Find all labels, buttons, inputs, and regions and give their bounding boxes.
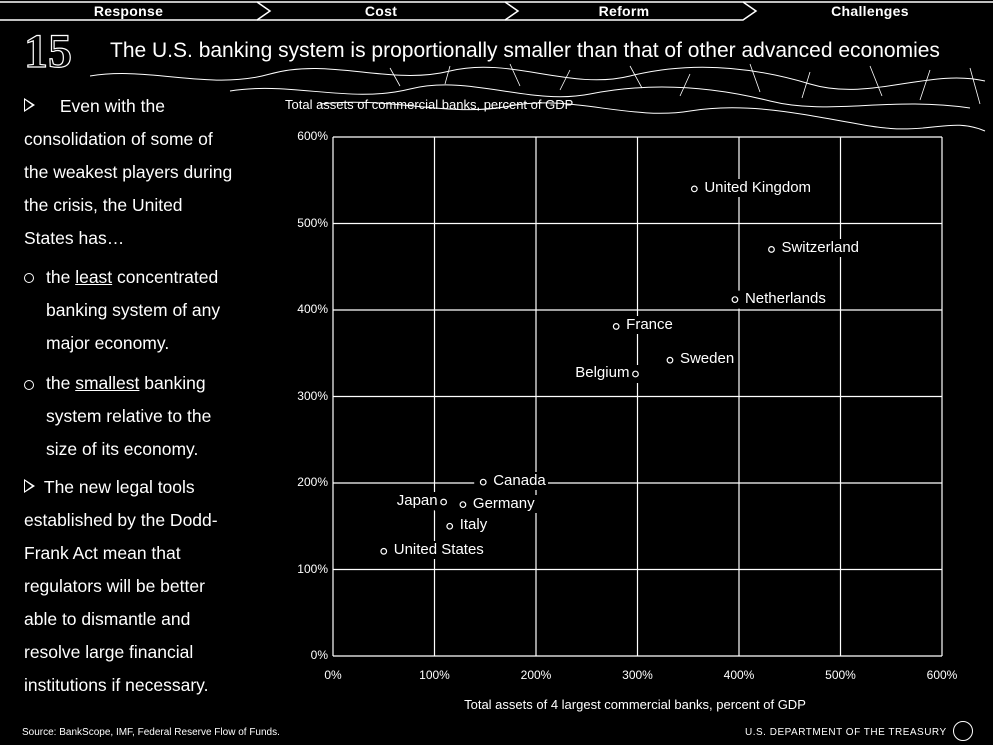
tab-reform[interactable]: Reform <box>598 3 650 19</box>
intro-text-5: States has… <box>24 228 125 248</box>
x-tick-label: 600% <box>926 668 958 682</box>
data-point <box>446 522 454 530</box>
data-point <box>632 370 639 378</box>
x-tick-label: 300% <box>622 668 653 682</box>
y-tick-label: 500% <box>297 215 328 230</box>
data-point <box>731 296 739 304</box>
bullet-smallest-2: system relative to the <box>46 406 212 426</box>
para2-line-2: established by the Dodd- <box>24 510 218 530</box>
y-tick-label: 100% <box>297 561 328 576</box>
para2-line-6: resolve large financial <box>24 642 194 662</box>
y-tick-label: 400% <box>297 302 328 316</box>
data-point <box>440 498 448 506</box>
point-label: France <box>624 316 675 335</box>
circle-bullet-icon <box>24 380 34 390</box>
bullet-smallest: the smallest banking <box>46 373 206 393</box>
slide-number: 15 <box>23 25 72 78</box>
y-tick-label: 300% <box>297 388 328 403</box>
bullet-least: the least concentrated <box>46 267 219 287</box>
point-label: Italy <box>457 516 490 535</box>
y-tick-label: 600% <box>297 129 328 143</box>
data-point <box>380 547 388 555</box>
chart-title: Total assets of commercial banks, percen… <box>285 97 574 112</box>
top-navigation: Response Cost Reform Challenges <box>0 0 993 22</box>
circle-bullet-icon <box>24 273 34 283</box>
para2-line-7: institutions if necessary. <box>24 675 209 695</box>
x-tick-label: 100% <box>419 668 450 682</box>
triangle-bullet-icon <box>24 479 35 493</box>
y-tick-label: 200% <box>297 475 328 489</box>
point-label: United Kingdom <box>702 178 814 197</box>
point-label: Japan <box>394 492 440 511</box>
x-tick-label: 400% <box>723 668 755 682</box>
para2-line-4: regulators will be better <box>24 576 205 596</box>
x-tick-label: 0% <box>324 668 342 682</box>
triangle-bullet-icon <box>24 98 35 112</box>
x-tick-label: 500% <box>825 668 856 682</box>
para2-line-1: The new legal tools <box>24 471 195 504</box>
intro-text-3: the weakest players during <box>24 162 233 182</box>
page-title: The U.S. banking system is proportionall… <box>110 39 940 62</box>
tab-response[interactable]: Response <box>93 3 164 19</box>
point-label: Sweden <box>677 350 737 369</box>
data-point <box>459 501 467 509</box>
intro-line: Even with the <box>24 90 165 123</box>
para2-line-5: able to dismantle and <box>24 609 191 629</box>
intro-text-1: Even with the <box>59 96 165 116</box>
bullet-least-3: major economy. <box>46 333 170 353</box>
tab-challenges[interactable]: Challenges <box>831 3 909 19</box>
data-point <box>690 185 698 193</box>
intro-text-2: consolidation of some of <box>24 129 213 149</box>
decorative-waves <box>90 63 986 132</box>
tab-cost[interactable]: Cost <box>364 3 398 19</box>
data-point <box>612 323 620 330</box>
point-label: Switzerland <box>779 239 862 258</box>
agency-footer: U.S. DEPARTMENT OF THE TREASURY <box>745 727 947 738</box>
data-point <box>666 356 674 364</box>
bullet-smallest-3: size of its economy. <box>46 439 199 459</box>
treasury-seal-icon <box>953 721 973 741</box>
x-axis-label: Total assets of 4 largest commercial ban… <box>464 697 806 712</box>
x-tick-label: 200% <box>520 668 552 682</box>
point-label: Germany <box>470 494 537 513</box>
y-tick-label: 0% <box>310 648 328 662</box>
bullet-least-2: banking system of any <box>46 300 221 320</box>
nav-arrows <box>0 1 993 21</box>
point-label: Belgium <box>570 364 632 382</box>
data-point <box>768 246 775 253</box>
source-note: Source: BankScope, IMF, Federal Reserve … <box>22 727 280 738</box>
para2-line-3: Frank Act mean that <box>24 543 181 563</box>
point-label: Canada <box>491 472 548 491</box>
point-label: United States <box>391 541 486 560</box>
data-point <box>479 478 487 486</box>
point-label: Netherlands <box>742 289 828 308</box>
intro-text-4: the crisis, the United <box>24 195 183 215</box>
